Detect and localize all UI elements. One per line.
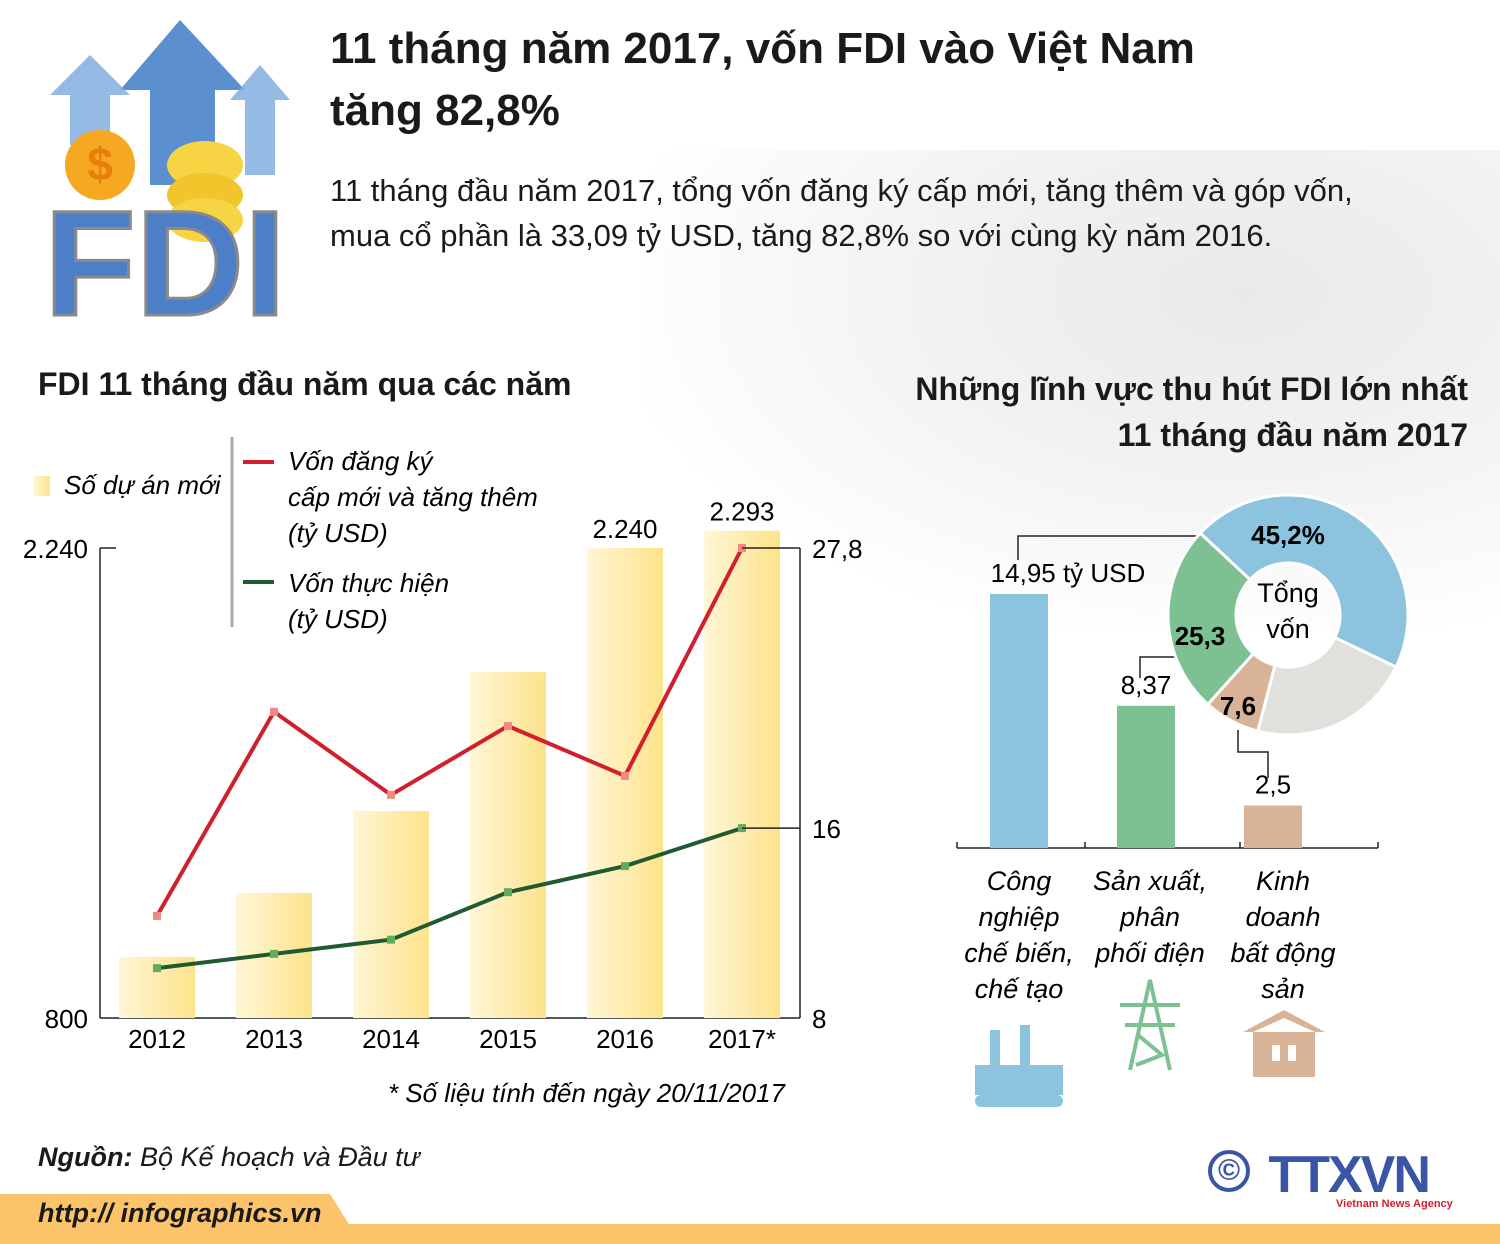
footer-tab: [0, 1194, 350, 1226]
left-chart: 2.240 800 27,8 16 8 2012 2013 2014 2015 2.240 2016…: [23, 497, 863, 1054]
title-line-1: 11 tháng năm 2017, vốn FDI vào Việt Nam: [330, 24, 1195, 73]
x-tick-label: 2017*: [708, 1024, 776, 1054]
house-roof: [1243, 1010, 1325, 1032]
legend-label-registered: Vốn đăng ký cấp mới và tăng thêm (tỷ USD…: [288, 446, 545, 548]
factory-icon: [975, 1025, 1063, 1107]
sector-value-label: 14,95 tỷ USD: [991, 558, 1146, 588]
dollar-coin-icon: [65, 130, 135, 200]
sector-category-label: Sản xuất, phân phối điện: [1093, 866, 1207, 968]
intro-text: 11 tháng đầu năm 2017, tổng vốn đăng ký …: [330, 173, 1353, 253]
bar-projects: [704, 530, 780, 1018]
x-tick-label: 2016: [596, 1024, 654, 1054]
factory-body: [975, 1065, 1063, 1095]
factory-chimney: [990, 1030, 1000, 1065]
svg-text:FDI: FDI: [44, 179, 286, 335]
house-window: [1288, 1045, 1296, 1061]
line-point: [387, 935, 395, 944]
x-tick-label: 2014: [362, 1024, 420, 1054]
line-disbursed: [156, 826, 743, 971]
line-point: [504, 888, 512, 897]
donut-slice-label: 7,6: [1220, 691, 1256, 721]
sector-category-label: Kinh doanh bất động sản: [1230, 866, 1335, 1004]
svg-text:$: $: [87, 138, 113, 190]
left-axis-tick-label: 800: [45, 1004, 88, 1034]
bar-projects: [587, 548, 663, 1018]
sector-category-label: Công nghiệp chế biến, chế tạo: [964, 866, 1074, 1004]
house-body: [1253, 1032, 1315, 1077]
donut-slice-label: 25,3: [1175, 621, 1226, 651]
leader-line: [1017, 535, 1228, 560]
right-chart-title: Những lĩnh vực thu hút FDI lớn nhất 11 t…: [915, 366, 1468, 458]
bar-value-label: 2.240: [592, 514, 657, 544]
line-point: [153, 964, 161, 973]
donut-center-label: vốn: [1266, 614, 1310, 644]
legend-swatch-projects: [34, 476, 50, 496]
brand-subtitle: Vietnam News Agency: [1336, 1198, 1453, 1210]
house-icon: [1243, 1010, 1325, 1077]
footnote: * Số liệu tính đến ngày 20/11/2017: [388, 1078, 787, 1108]
donut-slice-label: 45,2%: [1251, 520, 1325, 550]
website-link[interactable]: http:// infographics.vn: [38, 1198, 322, 1228]
donut-center-label: Tổng: [1257, 578, 1319, 608]
factory-chimney: [1020, 1025, 1030, 1065]
left-chart-title: FDI 11 tháng đầu năm qua các năm: [38, 366, 572, 402]
x-tick-label: 2013: [245, 1024, 303, 1054]
x-tick-label: 2015: [479, 1024, 537, 1054]
fdi-logo: $ FDI: [43, 20, 290, 335]
right-title-line-2: 11 tháng đầu năm 2017: [1117, 417, 1468, 453]
line-point: [387, 790, 395, 799]
right-axis-tick-label: 16: [812, 814, 841, 844]
right-chart: 14,95 tỷ USD Công nghiệp chế biến, chế tạo 8,…: [956, 493, 1410, 1107]
brand-name: TTXVN: [1268, 1146, 1430, 1204]
power-tower-icon: [1120, 979, 1180, 1071]
leader-line: [1237, 730, 1269, 778]
tower-brace: [1135, 1033, 1166, 1067]
factory-conveyor: [975, 1095, 1063, 1107]
bar-projects: [353, 811, 429, 1018]
sector-bar: [990, 594, 1048, 848]
source-note: Nguồn: Bộ Kế hoạch và Đầu tư: [38, 1142, 420, 1173]
right-title-line-1: Những lĩnh vực thu hút FDI lớn nhất: [915, 371, 1468, 407]
x-tick-label: 2012: [128, 1024, 186, 1054]
line-point: [504, 722, 512, 731]
sector-value-label: 8,37: [1121, 670, 1172, 700]
line-point: [621, 771, 629, 780]
line-registered: [155, 547, 744, 917]
donut-slice: [1166, 531, 1256, 707]
tower-legs: [1128, 979, 1172, 1071]
page-title: 11 tháng năm 2017, vốn FDI vào Việt Nam …: [330, 18, 1330, 142]
line-point: [270, 949, 278, 958]
title-line-2: tăng 82,8%: [330, 86, 560, 135]
right-axis-tick-label: 27,8: [812, 534, 863, 564]
legend-label-projects: Số dự án mới: [64, 470, 222, 500]
right-axis-tick-label: 8: [812, 1004, 826, 1034]
ttxvn-logo: © TTXVN Vietnam News Agency: [1208, 1146, 1453, 1210]
bar-value-label: 2.293: [709, 497, 774, 527]
sector-value-label: 2,5: [1255, 770, 1291, 800]
line-point: [621, 862, 629, 871]
donut-slice: [1256, 635, 1399, 737]
footer-bar: [0, 1224, 1500, 1244]
source-value: Bộ Kế hoạch và Đầu tư: [139, 1142, 420, 1172]
line-point: [270, 707, 278, 716]
sector-bar: [1244, 805, 1302, 848]
line-point: [153, 911, 161, 920]
copyright-icon: ©: [1208, 1150, 1250, 1192]
left-axis-tick-label: 2.240: [23, 534, 88, 564]
source-label: Nguồn:: [38, 1142, 133, 1172]
legend-label-disbursed: Vốn thực hiện (tỷ USD): [288, 568, 456, 634]
sector-bar: [1117, 705, 1175, 848]
house-window: [1272, 1045, 1280, 1061]
donut-slice: [1198, 493, 1410, 670]
